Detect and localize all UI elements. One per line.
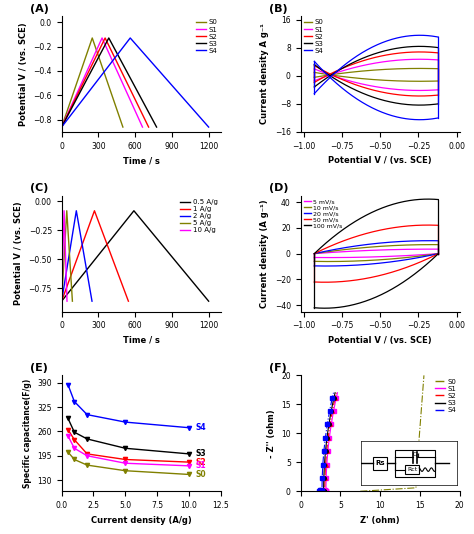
- 1 A/g: [91, 208, 97, 214]
- 2 A/g: [89, 298, 95, 304]
- Legend: S0, S1, S2, S3, S4: S0, S1, S2, S3, S4: [196, 20, 218, 53]
- S2: [146, 124, 152, 130]
- Legend: 0.5 A/g, 1 A/g, 2 A/g, 5 A/g, 10 A/g: 0.5 A/g, 1 A/g, 2 A/g, 5 A/g, 10 A/g: [180, 199, 218, 233]
- 1 A/g: [126, 298, 131, 304]
- S2: [59, 124, 64, 130]
- Y-axis label: Potential V / (vs. SCE): Potential V / (vs. SCE): [14, 202, 23, 305]
- Line: 2 A/g: 2 A/g: [62, 211, 92, 301]
- Text: S3: S3: [195, 450, 206, 458]
- Line: 5 A/g: 5 A/g: [62, 211, 73, 301]
- 5 A/g: [70, 298, 75, 304]
- 1 A/g: [59, 298, 64, 304]
- Line: S2: S2: [62, 38, 149, 127]
- Y-axis label: Specific capacitance(F/g): Specific capacitance(F/g): [23, 379, 32, 488]
- Text: S4: S4: [195, 423, 206, 432]
- S3: [59, 124, 64, 130]
- S4: [206, 124, 211, 130]
- 0.5 A/g: [59, 298, 64, 304]
- 5 A/g: [64, 208, 70, 214]
- X-axis label: Time / s: Time / s: [123, 336, 160, 345]
- Line: 0.5 A/g: 0.5 A/g: [62, 211, 209, 301]
- S3: [154, 124, 159, 130]
- Legend: 5 mV/s, 10 mV/s, 20 mV/s, 50 mV/s, 100 mV/s: 5 mV/s, 10 mV/s, 20 mV/s, 50 mV/s, 100 m…: [304, 199, 342, 228]
- 0.5 A/g: [206, 298, 211, 304]
- X-axis label: Current density (A/g): Current density (A/g): [91, 515, 191, 524]
- S0: [59, 124, 64, 130]
- Line: 10 A/g: 10 A/g: [62, 211, 67, 301]
- 0.5 A/g: [131, 208, 137, 214]
- Text: (D): (D): [269, 183, 288, 193]
- S3: [106, 35, 112, 41]
- Y-axis label: - Z'' (ohm): - Z'' (ohm): [266, 409, 275, 458]
- Y-axis label: Current density A g⁻¹: Current density A g⁻¹: [260, 23, 269, 124]
- 2 A/g: [73, 208, 79, 214]
- 10 A/g: [64, 298, 70, 304]
- Text: (E): (E): [30, 363, 48, 373]
- S1: [140, 124, 146, 130]
- Text: (C): (C): [30, 183, 48, 193]
- Text: (F): (F): [269, 363, 286, 373]
- Line: S3: S3: [62, 38, 156, 127]
- Line: S1: S1: [62, 38, 143, 127]
- 5 A/g: [59, 298, 64, 304]
- 10 A/g: [59, 298, 64, 304]
- S0: [120, 124, 126, 130]
- Legend: S0, S1, S2, S3, S4: S0, S1, S2, S3, S4: [304, 20, 323, 53]
- Y-axis label: Current density (A g⁻¹): Current density (A g⁻¹): [260, 199, 269, 308]
- Line: 1 A/g: 1 A/g: [62, 211, 128, 301]
- S1: [99, 35, 105, 41]
- 2 A/g: [59, 298, 64, 304]
- X-axis label: Z' (ohm): Z' (ohm): [360, 515, 400, 524]
- S4: [128, 35, 133, 41]
- Line: S0: S0: [62, 38, 123, 127]
- Legend: S0, S1, S2, S3, S4: S0, S1, S2, S3, S4: [435, 379, 456, 413]
- S0: [90, 35, 95, 41]
- X-axis label: Potential V / (vs. SCE): Potential V / (vs. SCE): [328, 156, 432, 165]
- Text: S2: S2: [195, 458, 206, 467]
- S1: [59, 124, 64, 130]
- X-axis label: Time / s: Time / s: [123, 156, 160, 165]
- 10 A/g: [61, 208, 67, 214]
- Text: (A): (A): [30, 4, 49, 14]
- Text: (B): (B): [269, 4, 287, 14]
- S2: [102, 35, 108, 41]
- Y-axis label: Potential V / (vs. SCE): Potential V / (vs. SCE): [19, 22, 28, 126]
- Text: S1: S1: [195, 461, 206, 470]
- Line: S4: S4: [62, 38, 209, 127]
- X-axis label: Potential V / (vs. SCE): Potential V / (vs. SCE): [328, 336, 432, 345]
- Text: S0: S0: [195, 470, 206, 479]
- S4: [59, 124, 64, 130]
